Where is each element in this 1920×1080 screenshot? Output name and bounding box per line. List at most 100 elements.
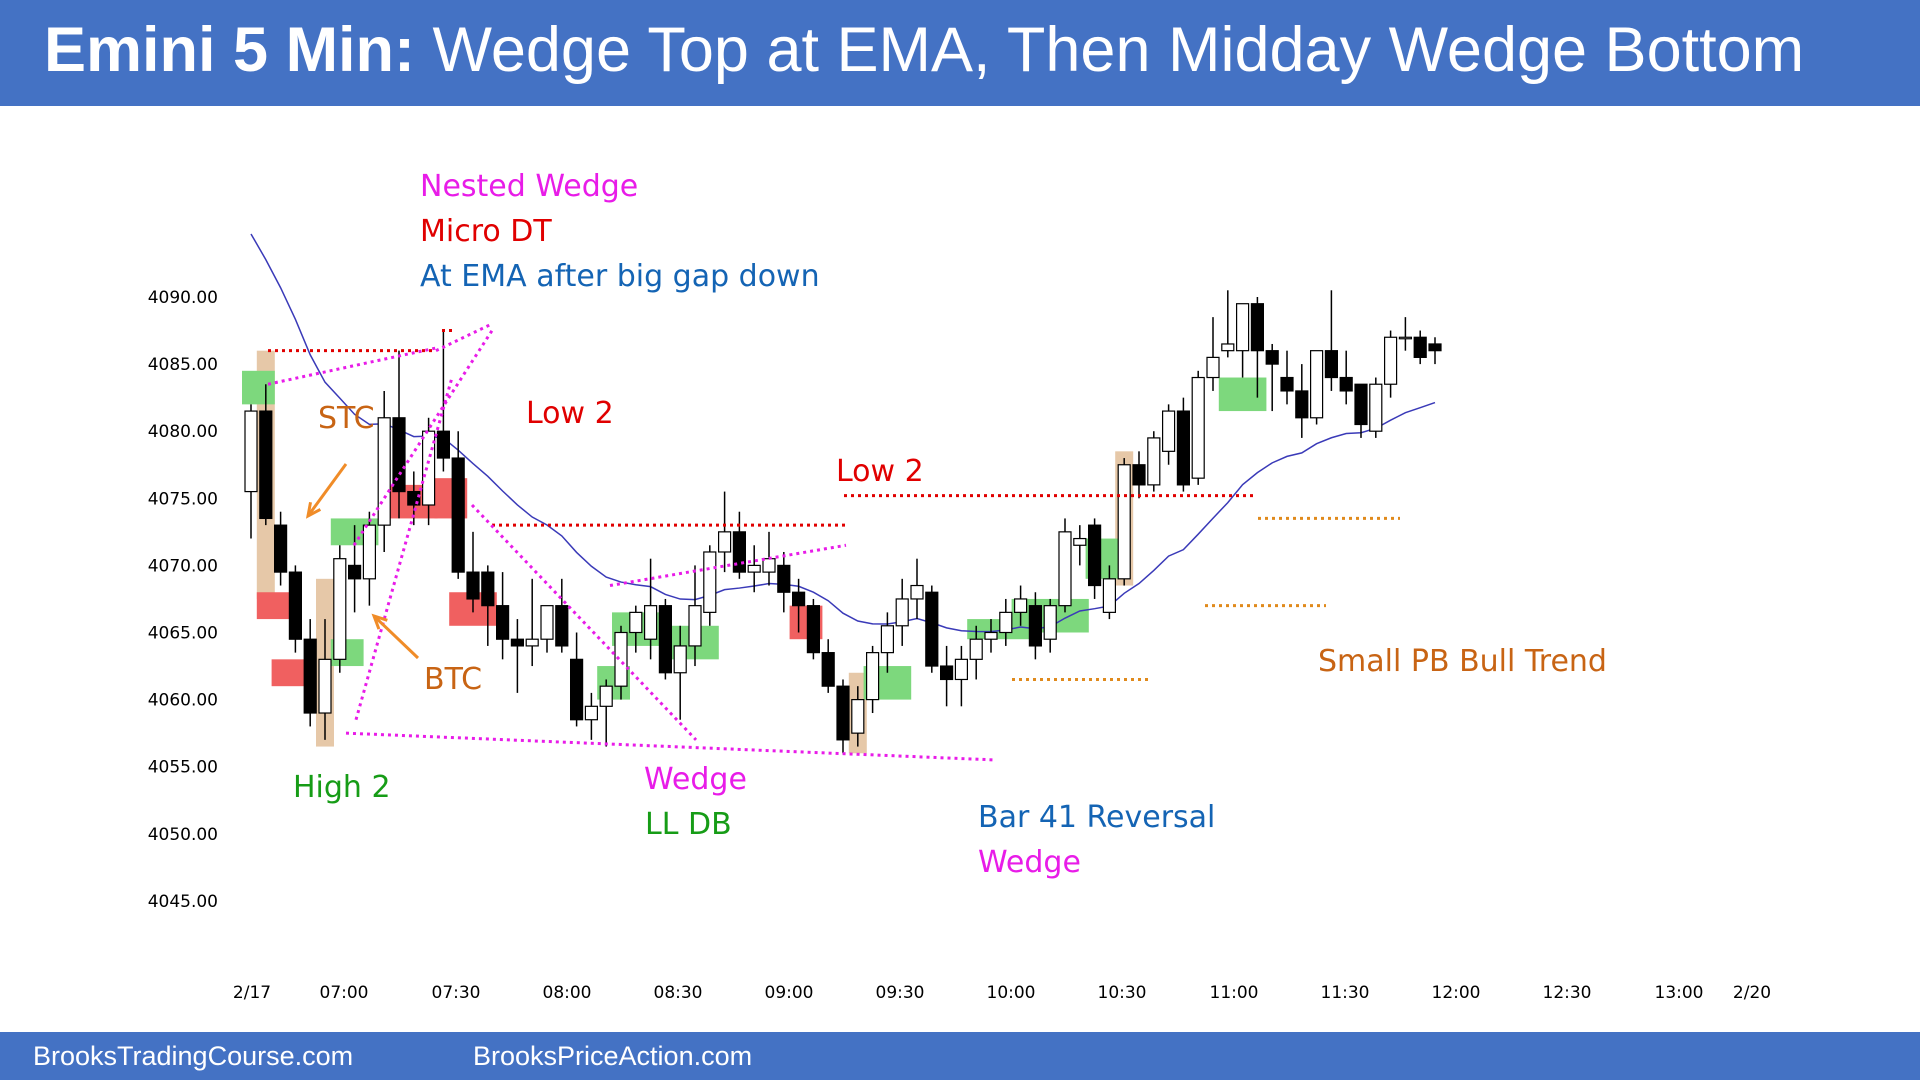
candle-body bbox=[436, 430, 450, 459]
candle bbox=[1117, 458, 1131, 586]
candle bbox=[1073, 525, 1087, 566]
candle bbox=[643, 558, 658, 660]
candle-body bbox=[1147, 437, 1161, 486]
candle-body bbox=[288, 571, 302, 640]
wedge-rising-line bbox=[609, 543, 847, 588]
candle bbox=[1043, 598, 1057, 653]
candle bbox=[836, 679, 850, 754]
candle-body bbox=[910, 584, 924, 600]
x-tick-label: 2/20 bbox=[1733, 983, 1771, 1003]
candle bbox=[1221, 290, 1235, 358]
candle-body bbox=[525, 638, 539, 647]
candle bbox=[333, 545, 347, 673]
candle bbox=[303, 619, 317, 727]
candle-body bbox=[348, 564, 362, 580]
candle bbox=[1398, 317, 1413, 351]
candle bbox=[288, 565, 302, 653]
candle-body bbox=[1383, 336, 1398, 385]
candle-body bbox=[1058, 531, 1072, 607]
candle bbox=[362, 511, 376, 606]
title-bar: Emini 5 Min: Wedge Top at EMA, Then Midd… bbox=[0, 0, 1920, 106]
candle-body bbox=[673, 645, 687, 674]
candle bbox=[1176, 397, 1191, 492]
candle-body bbox=[614, 631, 628, 687]
y-tick-label: 4085.00 bbox=[148, 355, 218, 375]
candle-body bbox=[466, 571, 480, 600]
footer-link-brookspriceaction[interactable]: BrooksPriceAction.com bbox=[473, 1041, 753, 1071]
candle bbox=[984, 619, 998, 653]
wedge-down-line-1 bbox=[354, 377, 454, 721]
candle-body bbox=[688, 605, 702, 647]
y-tick-label: 4080.00 bbox=[148, 422, 218, 442]
candle bbox=[717, 491, 732, 573]
y-tick-label: 4050.00 bbox=[148, 825, 218, 845]
candle-body bbox=[969, 638, 983, 660]
candle bbox=[1354, 383, 1368, 438]
candle bbox=[1295, 364, 1309, 438]
page-title: Emini 5 Min: Wedge Top at EMA, Then Midd… bbox=[44, 14, 1804, 86]
stc-arrow-shaft bbox=[306, 463, 348, 517]
y-tick-label: 4090.00 bbox=[148, 288, 218, 308]
candle bbox=[939, 645, 954, 707]
candle-body bbox=[1221, 343, 1235, 352]
candle bbox=[880, 612, 895, 673]
candle bbox=[377, 390, 391, 552]
candle bbox=[806, 598, 821, 660]
y-tick-label: 4060.00 bbox=[148, 691, 218, 711]
candle-body bbox=[303, 638, 317, 714]
candle bbox=[629, 605, 643, 653]
candle bbox=[999, 598, 1013, 646]
candle-body bbox=[1102, 578, 1117, 613]
candle bbox=[925, 585, 939, 673]
candle bbox=[1161, 404, 1176, 465]
candle-body bbox=[791, 591, 806, 607]
candle bbox=[747, 545, 761, 593]
candle-body bbox=[851, 698, 865, 734]
candle bbox=[1265, 343, 1279, 412]
candle bbox=[688, 565, 702, 667]
candle bbox=[1428, 337, 1442, 365]
footer-bar: BrooksTradingCourse.com BrooksPriceActio… bbox=[0, 1032, 1920, 1080]
candle bbox=[851, 686, 865, 747]
wedge-low-line bbox=[345, 731, 997, 762]
candle-body bbox=[643, 605, 658, 640]
candle-body bbox=[717, 531, 732, 553]
candle-body bbox=[510, 638, 524, 647]
y-tick-label: 4065.00 bbox=[148, 624, 218, 644]
wedge-top-line-3 bbox=[435, 322, 493, 353]
footer-link-brookstradingcourse[interactable]: BrooksTradingCourse.com bbox=[33, 1041, 354, 1071]
candle-body bbox=[274, 524, 288, 573]
candle-body bbox=[1235, 303, 1250, 352]
candle bbox=[1339, 350, 1353, 405]
candle-body bbox=[1161, 410, 1176, 452]
candle bbox=[436, 330, 450, 472]
candle bbox=[954, 645, 969, 707]
annotation-label: BTC bbox=[424, 662, 482, 697]
x-tick-label: 08:00 bbox=[543, 983, 592, 1003]
candle-body bbox=[333, 558, 347, 660]
stc-arrow bbox=[305, 463, 348, 519]
candle-body bbox=[362, 524, 376, 580]
candle bbox=[732, 511, 747, 579]
candle bbox=[1413, 330, 1427, 365]
btc-arrow-shaft bbox=[372, 614, 420, 660]
candle-body bbox=[1073, 537, 1087, 546]
candle-body bbox=[1265, 350, 1279, 365]
candle bbox=[1235, 303, 1250, 378]
candle-body bbox=[1043, 605, 1057, 640]
candle-body bbox=[629, 611, 643, 634]
candle-body bbox=[451, 457, 465, 573]
candle bbox=[525, 578, 539, 667]
candle-body bbox=[318, 658, 332, 714]
candle-body bbox=[1132, 464, 1146, 486]
candle-body bbox=[895, 598, 909, 627]
candle bbox=[1280, 350, 1294, 405]
annotation-label: Low 2 bbox=[526, 396, 614, 431]
candle-body bbox=[836, 685, 850, 741]
x-tick-label: 10:30 bbox=[1098, 983, 1147, 1003]
candle bbox=[791, 578, 806, 633]
candle-body bbox=[939, 665, 954, 681]
candle-body bbox=[1206, 356, 1220, 379]
candle-body bbox=[747, 564, 761, 573]
candle bbox=[1132, 451, 1146, 499]
